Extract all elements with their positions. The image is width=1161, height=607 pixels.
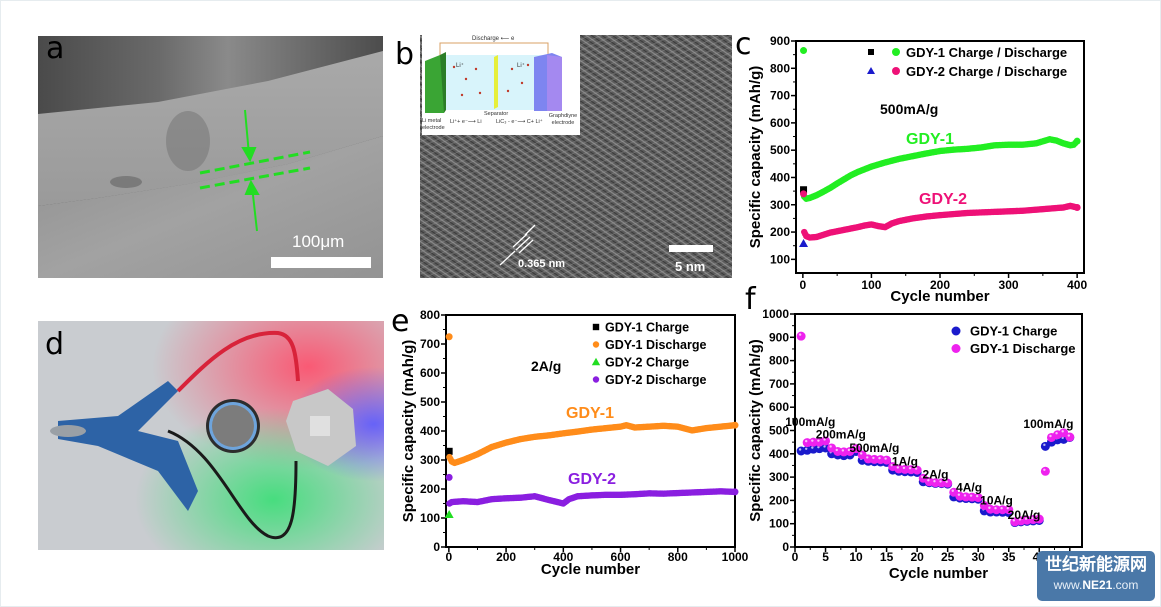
panel-letter-f: f [745, 282, 756, 317]
panel-letter-b: b [395, 37, 415, 72]
scale-bar-b [669, 245, 713, 252]
site-watermark[interactable]: 世纪新能源网 www.NE21.com [1037, 551, 1155, 601]
scale-bar-label-a: 100μm [292, 232, 345, 251]
lattice-spacing-label: 0.365 nm [518, 258, 566, 270]
panel-d-led-photo [38, 321, 384, 550]
inset-separator-label: Separator [484, 111, 509, 117]
panel-a-sem-image: 100μm [38, 36, 383, 278]
panel-letter-e: e [391, 304, 410, 339]
inset-li-ion-label: Li⁺ [517, 63, 525, 69]
watermark-url: www.NE21.com [1053, 578, 1139, 592]
scale-bar-a [271, 257, 371, 268]
panel-letter-a: a [46, 31, 65, 66]
panel-b-hrtem-image: 0.365 nm 5 nm Discharge ⟵ e Li⁺ Li⁺ Sepa… [420, 35, 732, 278]
watermark-site-name: 世纪新能源网 [1045, 555, 1147, 575]
inset-left-reaction: Li⁺+ e⁻⟶ Li [450, 119, 482, 125]
inset-right-electrode-label: Graphdiyne electrode [548, 113, 578, 126]
inset-left-electrode-label: Li metal electrode [422, 118, 445, 131]
inset-discharge-label: Discharge ⟵ e [472, 36, 515, 42]
scale-bar-label-b: 5 nm [675, 259, 706, 274]
panel-letter-d: d [45, 327, 65, 362]
inset-right-reaction: LiC₃ - e⁻⟶ C+ Li⁺ [496, 119, 543, 125]
panel-letter-c: c [735, 27, 752, 62]
battery-schematic-inset: Discharge ⟵ e Li⁺ Li⁺ Separator Li metal… [422, 35, 580, 135]
inset-li-ion-label: Li⁺ [456, 63, 464, 69]
